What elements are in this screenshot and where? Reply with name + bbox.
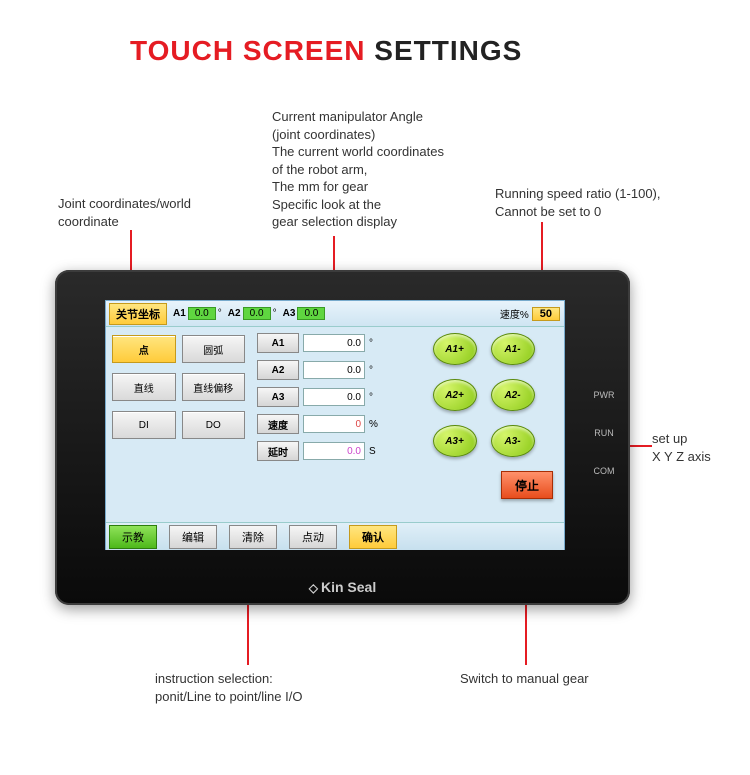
side-leds: PWR RUN COM	[584, 390, 624, 504]
a3-value: 0.0	[297, 307, 325, 320]
a2-u: °	[369, 365, 373, 376]
confirm-button[interactable]: 确认	[349, 525, 397, 549]
a3-plus-button[interactable]: A3+	[433, 425, 477, 457]
a3-minus-button[interactable]: A3-	[491, 425, 535, 457]
do-button[interactable]: DO	[182, 411, 246, 439]
speed-u: %	[369, 419, 378, 430]
line-button[interactable]: 直线	[112, 373, 176, 401]
speed-input[interactable]: 0	[303, 415, 365, 433]
status-bar: 关节坐标 A1 0.0 ° A2 0.0 ° A3 0.0 速度% 50	[106, 301, 564, 327]
screen: 关节坐标 A1 0.0 ° A2 0.0 ° A3 0.0 速度% 50 点	[105, 300, 565, 550]
a1-unit: °	[218, 308, 222, 319]
annotation-instr: instruction selection: ponit/Line to poi…	[155, 670, 302, 705]
delay-btn[interactable]: 延时	[257, 441, 299, 461]
a2-label: A2	[228, 308, 241, 319]
title-black: SETTINGS	[366, 35, 523, 66]
annotation-manual: Switch to manual gear	[460, 670, 589, 688]
page-title: TOUCH SCREEN SETTINGS	[130, 35, 522, 67]
a1-btn[interactable]: A1	[257, 333, 299, 353]
speed-value[interactable]: 50	[532, 307, 560, 321]
instruction-panel: 点 圆弧 直线 直线偏移 DI DO	[106, 327, 251, 522]
a1-plus-button[interactable]: A1+	[433, 333, 477, 365]
annotation-xyz: set up X Y Z axis	[652, 430, 711, 465]
a2-unit: °	[273, 308, 277, 319]
edit-button[interactable]: 编辑	[169, 525, 217, 549]
led-com: COM	[584, 466, 624, 476]
params-panel: A10.0° A20.0° A30.0° 速度0% 延时0.0S	[251, 327, 406, 522]
di-button[interactable]: DI	[112, 411, 176, 439]
stop-button[interactable]: 停止	[501, 471, 553, 499]
mode-button[interactable]: 关节坐标	[109, 303, 167, 325]
annotation-angle: Current manipulator Angle (joint coordin…	[272, 108, 444, 231]
a2-input[interactable]: 0.0	[303, 361, 365, 379]
a3-input[interactable]: 0.0	[303, 388, 365, 406]
clear-button[interactable]: 清除	[229, 525, 277, 549]
a1-input[interactable]: 0.0	[303, 334, 365, 352]
a2-plus-button[interactable]: A2+	[433, 379, 477, 411]
a2-btn[interactable]: A2	[257, 360, 299, 380]
teach-button[interactable]: 示教	[109, 525, 157, 549]
arc-button[interactable]: 圆弧	[182, 335, 246, 363]
hmi-device: PWR RUN COM 关节坐标 A1 0.0 ° A2 0.0 ° A3 0.…	[55, 270, 630, 605]
delay-u: S	[369, 446, 376, 457]
delay-input[interactable]: 0.0	[303, 442, 365, 460]
speed-btn[interactable]: 速度	[257, 414, 299, 434]
annotation-coord: Joint coordinates/world coordinate	[58, 195, 191, 230]
a3-label: A3	[283, 308, 296, 319]
a1-minus-button[interactable]: A1-	[491, 333, 535, 365]
a3-btn[interactable]: A3	[257, 387, 299, 407]
a1-u: °	[369, 338, 373, 349]
speed-label: 速度%	[500, 306, 529, 321]
a1-label: A1	[173, 308, 186, 319]
annotation-speed: Running speed ratio (1-100), Cannot be s…	[495, 185, 661, 220]
a3-u: °	[369, 392, 373, 403]
a2-value: 0.0	[243, 307, 271, 320]
workarea: 点 圆弧 直线 直线偏移 DI DO A10.0° A20.0° A30.0° …	[106, 327, 564, 522]
jog-mode-button[interactable]: 点动	[289, 525, 337, 549]
title-red: TOUCH SCREEN	[130, 35, 366, 66]
a2-minus-button[interactable]: A2-	[491, 379, 535, 411]
line-offset-button[interactable]: 直线偏移	[182, 373, 246, 401]
a1-value: 0.0	[188, 307, 216, 320]
led-pwr: PWR	[584, 390, 624, 400]
point-button[interactable]: 点	[112, 335, 176, 363]
jog-panel: A1+ A1- A2+ A2- A3+ A3- 停止	[406, 327, 561, 522]
brand-logo: Kin Seal	[55, 579, 630, 595]
bottom-bar: 示教 编辑 清除 点动 确认	[106, 522, 564, 550]
led-run: RUN	[584, 428, 624, 438]
